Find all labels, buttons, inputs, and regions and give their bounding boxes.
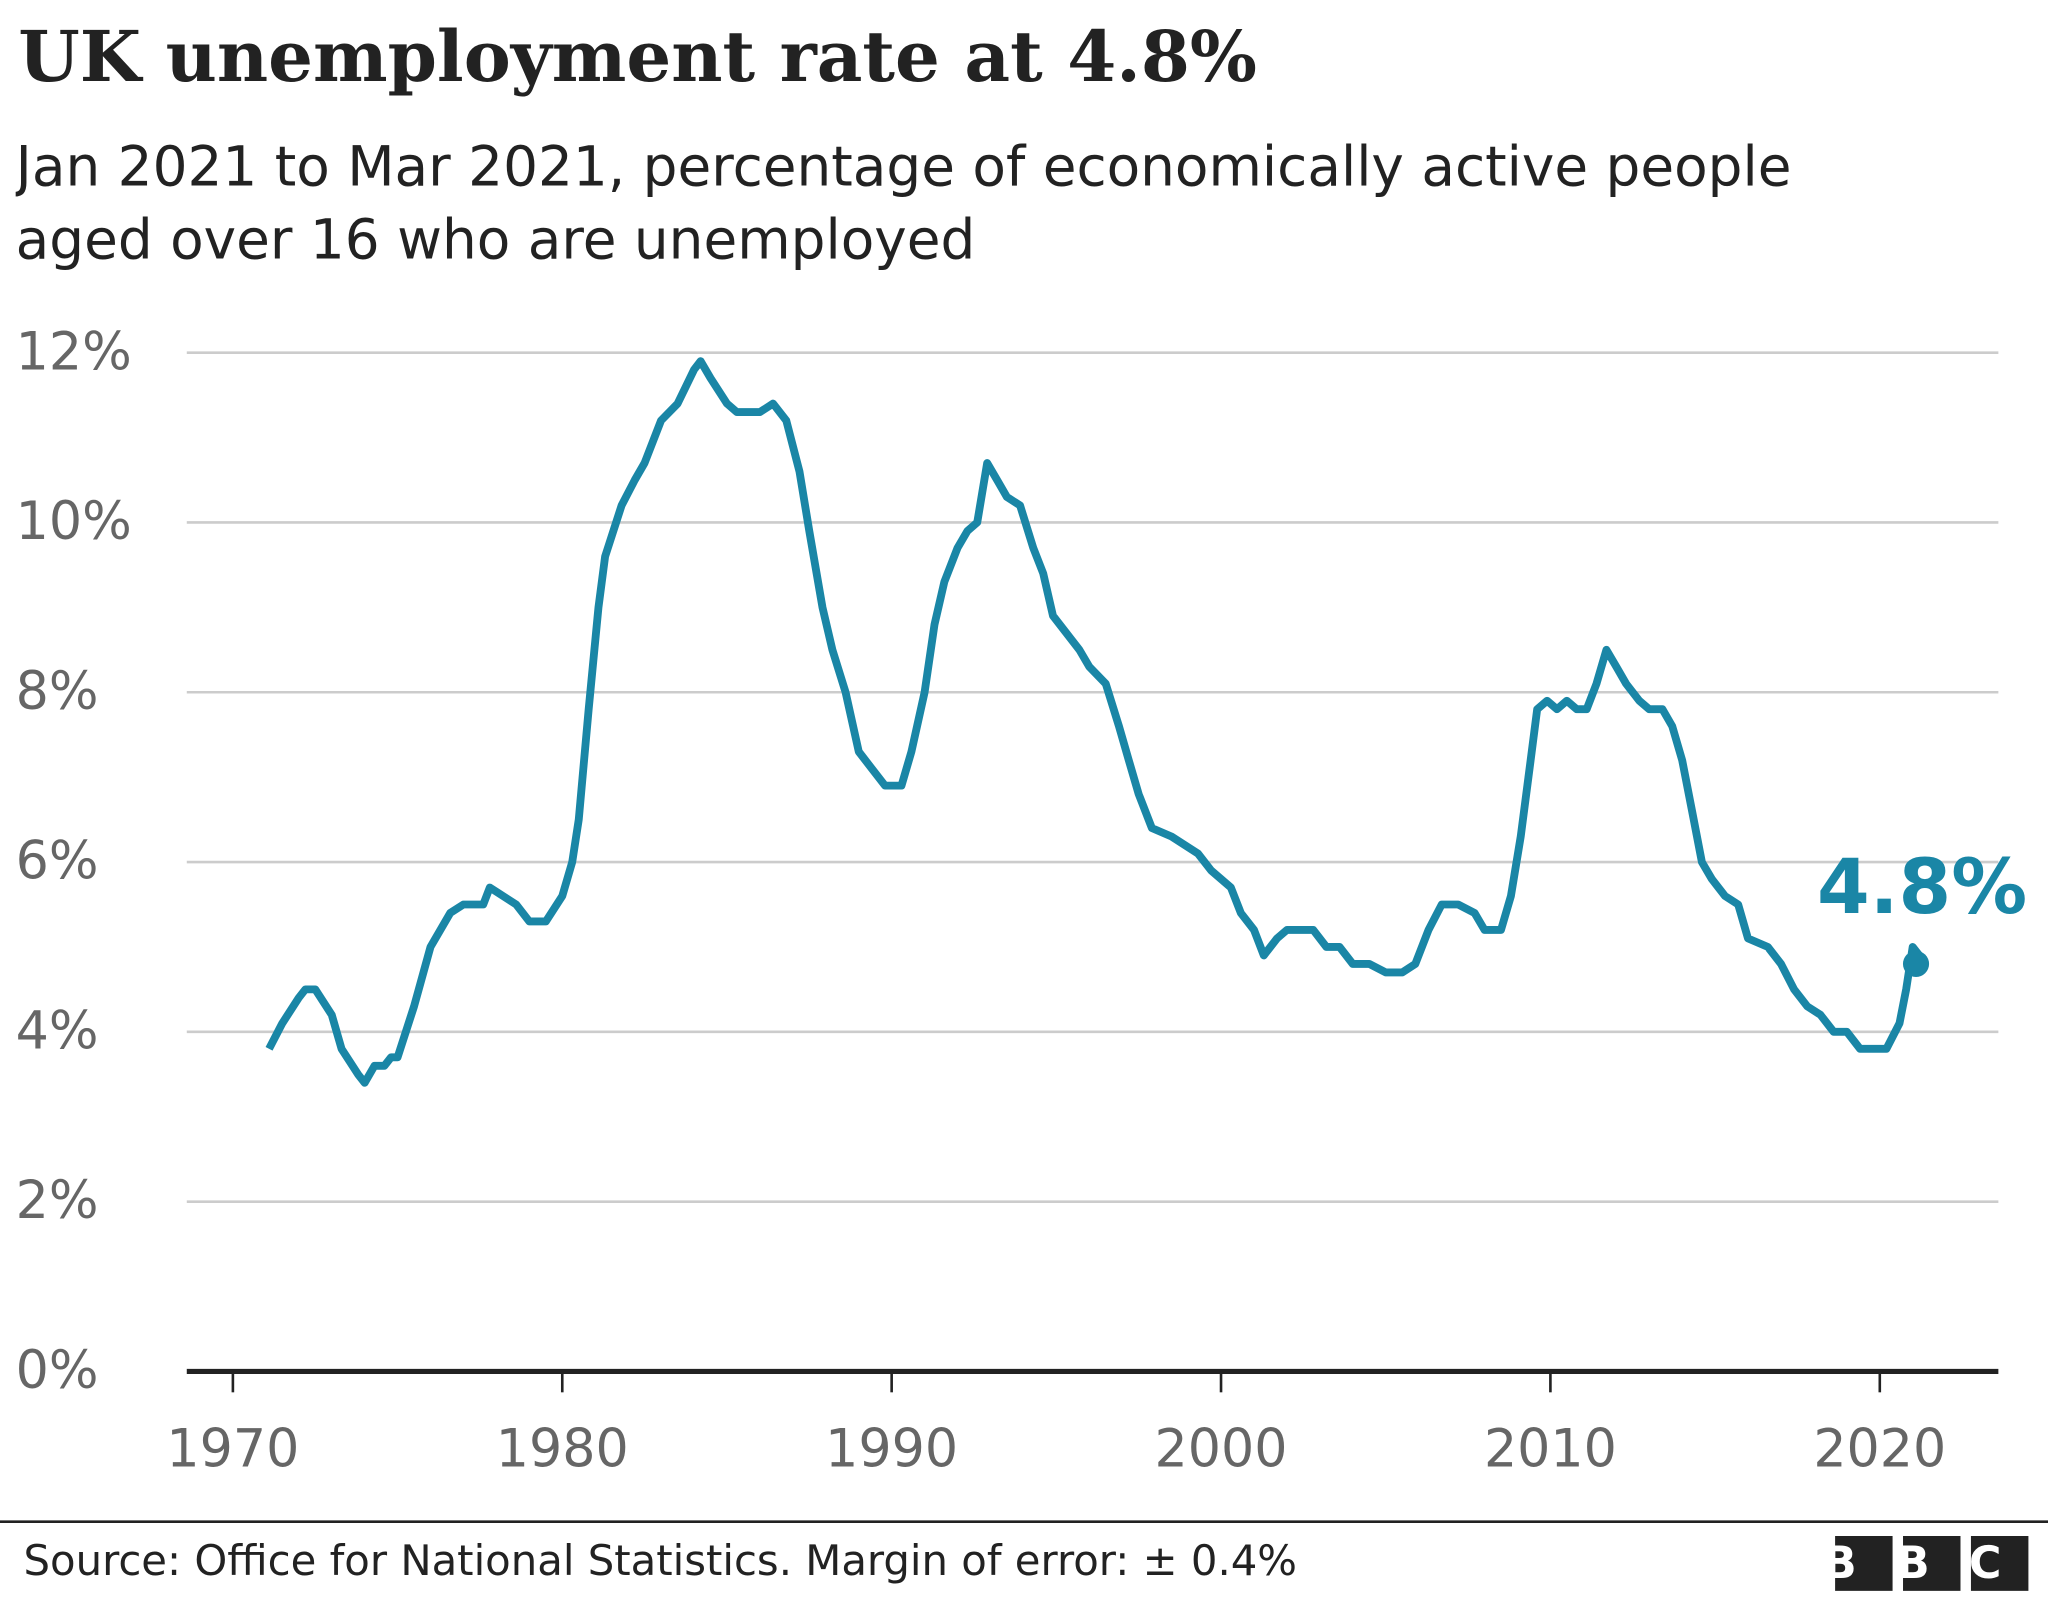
chart-subtitle: Jan 2021 to Mar 2021, percentage of econ… xyxy=(15,134,1792,272)
x-tick-label: 1990 xyxy=(825,1419,958,1479)
x-tick-label: 2020 xyxy=(1813,1419,1946,1479)
data-line xyxy=(265,357,1923,1087)
logo-box xyxy=(1970,1536,2029,1591)
y-tick-label: 10% xyxy=(16,492,132,552)
y-tick-label: 6% xyxy=(16,832,99,892)
y-tick-label: 0% xyxy=(16,1341,99,1401)
end-point xyxy=(1902,950,1930,977)
logo: BBC xyxy=(1823,1538,2041,1589)
y-tick-label: 8% xyxy=(16,662,99,722)
x-tick-label: 1980 xyxy=(496,1419,629,1479)
chart-title: UK unemployment rate at 4.8% xyxy=(18,15,1257,98)
logo-box xyxy=(1835,1536,1893,1591)
x-tick-label: 2010 xyxy=(1484,1419,1617,1479)
x-tick-label: 1970 xyxy=(166,1419,299,1479)
y-tick-label: 12% xyxy=(16,322,132,382)
subtitle-box: Jan 2021 to Mar 2021, percentage of econ… xyxy=(15,134,1792,272)
end-label: 4.8% xyxy=(1817,843,2027,931)
x-tick-label: 2000 xyxy=(1155,1419,1288,1479)
source: Source: Office for National Statistics. … xyxy=(24,1536,1298,1585)
logo-box xyxy=(1903,1536,1961,1591)
y-tick-label: 2% xyxy=(16,1171,99,1231)
y-tick-label: 4% xyxy=(16,1001,99,1061)
